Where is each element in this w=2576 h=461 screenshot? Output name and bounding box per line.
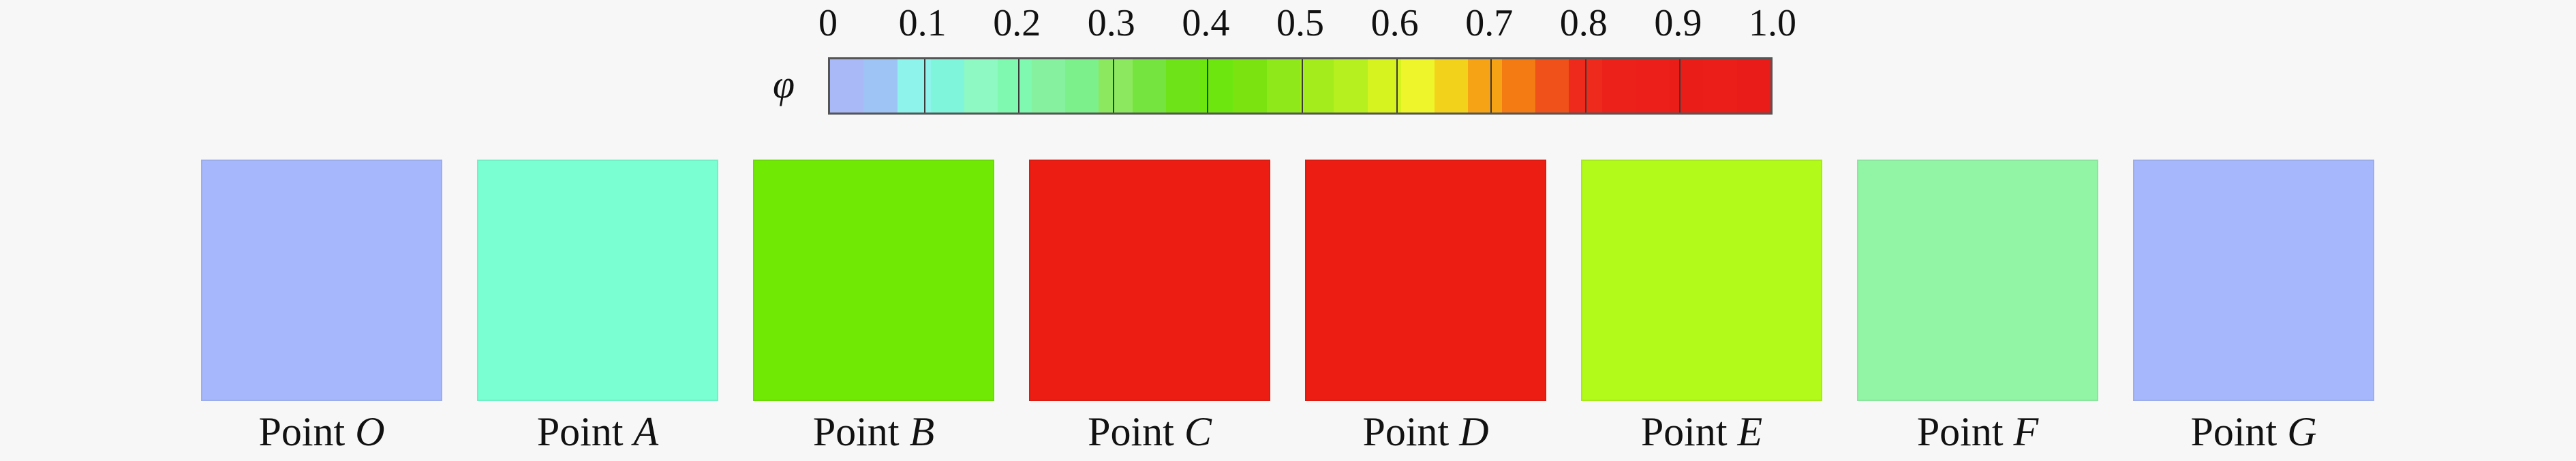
colorbar-tick-label: 0 xyxy=(818,2,838,44)
point-label-prefix: Point xyxy=(1088,409,1174,454)
colorbar-cell xyxy=(930,59,965,113)
colorbar-cell xyxy=(1736,59,1770,113)
point-label-letter: F xyxy=(2013,409,2039,454)
point-f-label: Point F xyxy=(1857,408,2098,456)
colorbar xyxy=(828,57,1773,115)
colorbar-tick-label: 0.5 xyxy=(1276,2,1324,44)
colorbar-cell xyxy=(1064,59,1099,113)
colorbar-symbol: φ xyxy=(773,62,795,106)
point-label-letter: O xyxy=(355,409,385,454)
point-o-label: Point O xyxy=(201,408,442,456)
colorbar-cell xyxy=(1132,59,1166,113)
point-e-label: Point E xyxy=(1581,408,1822,456)
point-label-prefix: Point xyxy=(2190,409,2278,454)
colorbar-cell xyxy=(1367,59,1401,113)
colorbar-tick-label: 0.8 xyxy=(1559,2,1608,44)
colorbar-cell xyxy=(897,59,931,113)
point-label-letter: B xyxy=(909,409,935,454)
colorbar-cell xyxy=(1233,59,1267,113)
point-g-swatch xyxy=(2133,160,2374,401)
colorbar-cell xyxy=(964,59,998,113)
colorbar-cell xyxy=(1501,59,1535,113)
point-g-label: Point G xyxy=(2133,408,2374,456)
colorbar-cell xyxy=(863,59,898,113)
colorbar-tick-label: 0.4 xyxy=(1182,2,1230,44)
colorbar-divider xyxy=(1207,59,1209,113)
colorbar-divider xyxy=(1396,59,1398,113)
colorbar-tick-label: 1.0 xyxy=(1749,2,1796,44)
colorbar-cell xyxy=(1031,59,1065,113)
point-label-letter: A xyxy=(633,409,659,454)
point-c-label: Point C xyxy=(1029,408,1270,456)
point-d-label: Point D xyxy=(1305,408,1546,456)
colorbar-divider xyxy=(1302,59,1303,113)
point-label-letter: C xyxy=(1184,409,1212,454)
colorbar-cell xyxy=(1400,59,1435,113)
point-label-prefix: Point xyxy=(1362,409,1450,454)
colorbar-cell xyxy=(1334,59,1368,113)
point-e-swatch xyxy=(1581,160,1822,401)
colorbar-cell xyxy=(1703,59,1737,113)
colorbar-cell xyxy=(998,59,1032,113)
colorbar-cell xyxy=(1199,59,1233,113)
colorbar-cell xyxy=(1099,59,1133,113)
colorbar-tick-label: 0.3 xyxy=(1087,2,1135,44)
colorbar-cell xyxy=(1636,59,1670,113)
point-label-prefix: Point xyxy=(1640,409,1728,454)
point-label-letter: D xyxy=(1459,409,1489,454)
point-b-label: Point B xyxy=(753,408,994,456)
colorbar-cell xyxy=(830,59,864,113)
colorbar-cell xyxy=(1300,59,1334,113)
colorbar-cell xyxy=(1165,59,1200,113)
point-label-letter: E xyxy=(1737,409,1763,454)
point-label-prefix: Point xyxy=(258,409,346,454)
colorbar-divider xyxy=(1679,59,1681,113)
colorbar-tick-label: 0.7 xyxy=(1465,2,1514,44)
colorbar-tick-label: 0.6 xyxy=(1370,2,1419,44)
colorbar-cell xyxy=(1602,59,1636,113)
colorbar-divider xyxy=(1112,59,1114,113)
point-label-prefix: Point xyxy=(536,409,624,454)
colorbar-divider xyxy=(923,59,925,113)
colorbar-divider xyxy=(1018,59,1020,113)
point-d-swatch xyxy=(1305,160,1546,401)
colorbar-tick-label: 0.1 xyxy=(898,2,947,44)
point-label-letter: G xyxy=(2287,409,2317,454)
colorbar-tick-label: 0.2 xyxy=(993,2,1041,44)
point-o-swatch xyxy=(201,160,442,401)
point-c-swatch xyxy=(1029,160,1270,401)
colorbar-cell xyxy=(1670,59,1704,113)
point-label-prefix: Point xyxy=(1916,409,2004,454)
point-label-prefix: Point xyxy=(812,409,900,454)
colorbar-cell xyxy=(1535,59,1569,113)
point-f-swatch xyxy=(1857,160,2098,401)
colorbar-cell xyxy=(1435,59,1469,113)
point-a-label: Point A xyxy=(477,408,718,456)
colorbar-cell xyxy=(1468,59,1502,113)
colorbar-divider xyxy=(1490,59,1492,113)
point-b-swatch xyxy=(753,160,994,401)
point-a-swatch xyxy=(477,160,718,401)
colorbar-divider xyxy=(1584,59,1586,113)
colorbar-cell xyxy=(1266,59,1300,113)
colorbar-tick-label: 0.9 xyxy=(1654,2,1702,44)
